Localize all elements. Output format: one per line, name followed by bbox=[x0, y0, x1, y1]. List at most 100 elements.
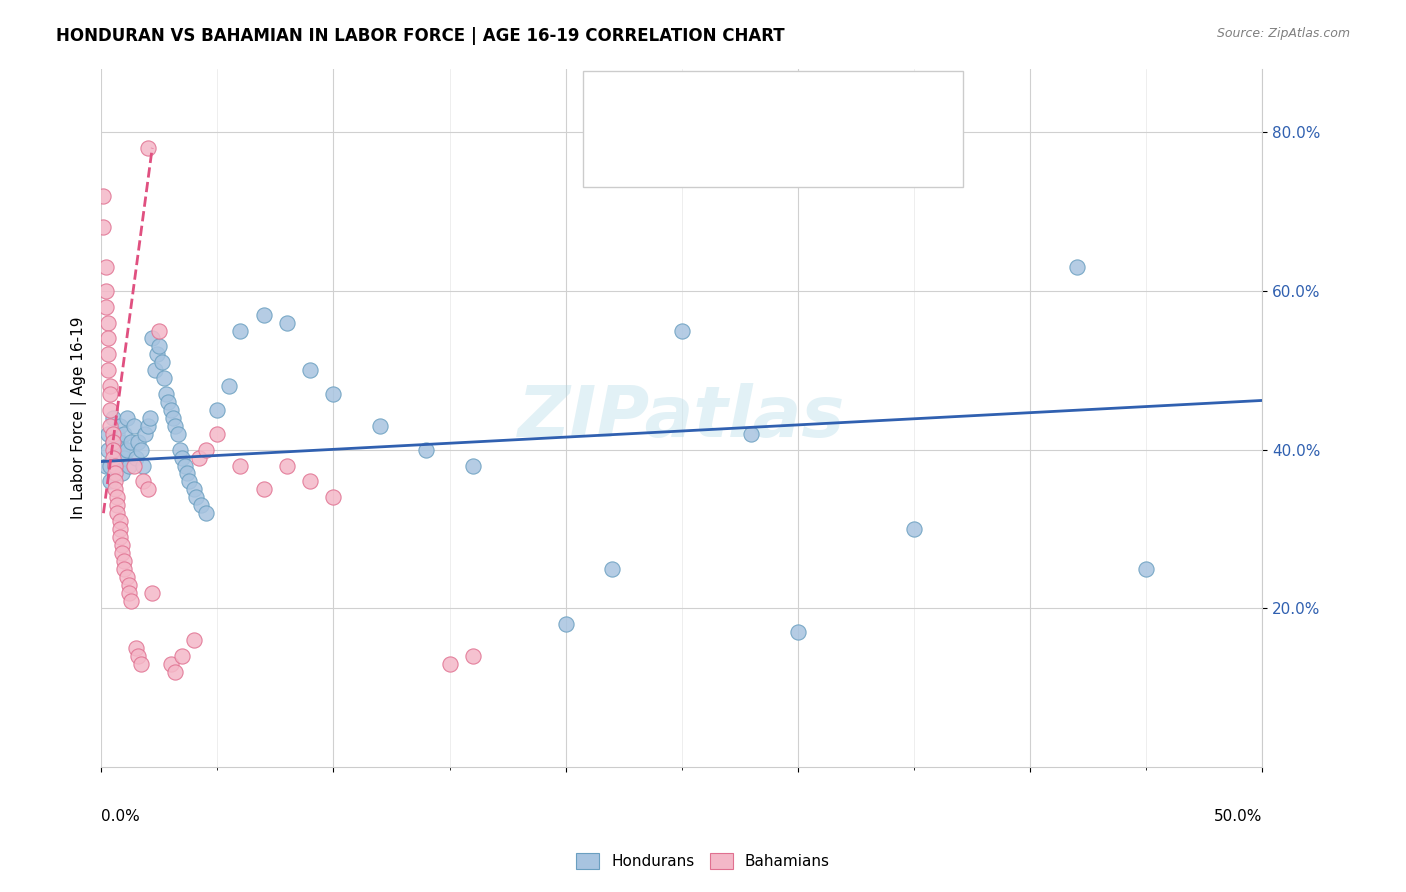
Hondurans bbox=[190, 498, 212, 512]
Bahamians bbox=[101, 442, 124, 457]
Text: HONDURAN VS BAHAMIAN IN LABOR FORCE | AGE 16-19 CORRELATION CHART: HONDURAN VS BAHAMIAN IN LABOR FORCE | AG… bbox=[56, 27, 785, 45]
Hondurans bbox=[100, 475, 122, 489]
Text: Source: ZipAtlas.com: Source: ZipAtlas.com bbox=[1216, 27, 1350, 40]
Hondurans bbox=[105, 426, 128, 441]
Hondurans bbox=[143, 363, 166, 377]
Hondurans bbox=[415, 442, 437, 457]
Bahamians bbox=[172, 649, 194, 664]
Bahamians bbox=[112, 562, 135, 576]
Y-axis label: In Labor Force | Age 16-19: In Labor Force | Age 16-19 bbox=[72, 317, 87, 519]
Hondurans bbox=[101, 434, 124, 449]
Hondurans bbox=[97, 442, 120, 457]
Hondurans bbox=[671, 324, 693, 338]
Hondurans bbox=[600, 562, 623, 576]
Text: 50.0%: 50.0% bbox=[1215, 809, 1263, 824]
Hondurans bbox=[172, 450, 194, 465]
Bahamians bbox=[100, 379, 122, 393]
Bahamians bbox=[194, 442, 217, 457]
Bahamians bbox=[97, 347, 120, 361]
Bahamians bbox=[129, 657, 152, 671]
Hondurans bbox=[194, 506, 217, 520]
Bahamians bbox=[100, 387, 122, 401]
Bahamians bbox=[104, 467, 127, 481]
Bahamians bbox=[187, 450, 209, 465]
Hondurans bbox=[150, 355, 173, 369]
Hondurans bbox=[218, 379, 240, 393]
Bahamians bbox=[439, 657, 461, 671]
Bahamians bbox=[97, 316, 120, 330]
Hondurans bbox=[207, 403, 229, 417]
Bahamians bbox=[100, 403, 122, 417]
Hondurans bbox=[120, 434, 142, 449]
Bahamians bbox=[253, 483, 276, 497]
Hondurans bbox=[740, 426, 762, 441]
Hondurans bbox=[253, 308, 276, 322]
Hondurans bbox=[155, 387, 177, 401]
Bahamians bbox=[125, 641, 148, 656]
Bahamians bbox=[100, 418, 122, 433]
Bahamians bbox=[93, 220, 115, 235]
Hondurans bbox=[368, 418, 391, 433]
Bahamians bbox=[207, 426, 229, 441]
Bahamians bbox=[104, 475, 127, 489]
Hondurans bbox=[176, 467, 198, 481]
Text: 0.0%: 0.0% bbox=[101, 809, 139, 824]
Bahamians bbox=[461, 649, 484, 664]
Hondurans bbox=[101, 410, 124, 425]
Hondurans bbox=[166, 426, 188, 441]
Hondurans bbox=[1135, 562, 1157, 576]
Bahamians bbox=[105, 491, 128, 505]
Bahamians bbox=[105, 498, 128, 512]
Hondurans bbox=[276, 316, 298, 330]
Bahamians bbox=[115, 570, 138, 584]
Bahamians bbox=[101, 450, 124, 465]
Hondurans bbox=[322, 387, 344, 401]
Hondurans bbox=[132, 458, 155, 473]
Hondurans bbox=[153, 371, 176, 385]
Bahamians bbox=[120, 593, 142, 607]
Hondurans bbox=[141, 331, 163, 345]
Text: ZIPatlas: ZIPatlas bbox=[519, 384, 845, 452]
Hondurans bbox=[122, 418, 145, 433]
Bahamians bbox=[118, 577, 141, 591]
Bahamians bbox=[136, 483, 159, 497]
Hondurans bbox=[115, 410, 138, 425]
Bahamians bbox=[183, 633, 205, 648]
Hondurans bbox=[146, 347, 169, 361]
Bahamians bbox=[104, 458, 127, 473]
Bahamians bbox=[111, 546, 134, 560]
Hondurans bbox=[903, 522, 925, 536]
Hondurans bbox=[115, 442, 138, 457]
Legend: Hondurans, Bahamians: Hondurans, Bahamians bbox=[569, 847, 837, 875]
Bahamians bbox=[148, 324, 170, 338]
Bahamians bbox=[122, 458, 145, 473]
Hondurans bbox=[179, 475, 201, 489]
Bahamians bbox=[165, 665, 187, 679]
Bahamians bbox=[108, 514, 131, 528]
Hondurans bbox=[129, 442, 152, 457]
Hondurans bbox=[159, 403, 181, 417]
Hondurans bbox=[186, 491, 208, 505]
Hondurans bbox=[97, 426, 120, 441]
Hondurans bbox=[139, 410, 162, 425]
Hondurans bbox=[94, 458, 117, 473]
Bahamians bbox=[105, 506, 128, 520]
Bahamians bbox=[97, 363, 120, 377]
Hondurans bbox=[127, 434, 149, 449]
Bahamians bbox=[94, 284, 117, 298]
Bahamians bbox=[132, 475, 155, 489]
Bahamians bbox=[94, 260, 117, 274]
Bahamians bbox=[108, 522, 131, 536]
Bahamians bbox=[322, 491, 344, 505]
Hondurans bbox=[165, 418, 187, 433]
Hondurans bbox=[229, 324, 252, 338]
Hondurans bbox=[554, 617, 576, 632]
Hondurans bbox=[108, 434, 131, 449]
Hondurans bbox=[111, 442, 134, 457]
Bahamians bbox=[112, 554, 135, 568]
Hondurans bbox=[157, 395, 180, 409]
Hondurans bbox=[183, 483, 205, 497]
Hondurans bbox=[104, 458, 127, 473]
Bahamians bbox=[136, 141, 159, 155]
Bahamians bbox=[101, 426, 124, 441]
